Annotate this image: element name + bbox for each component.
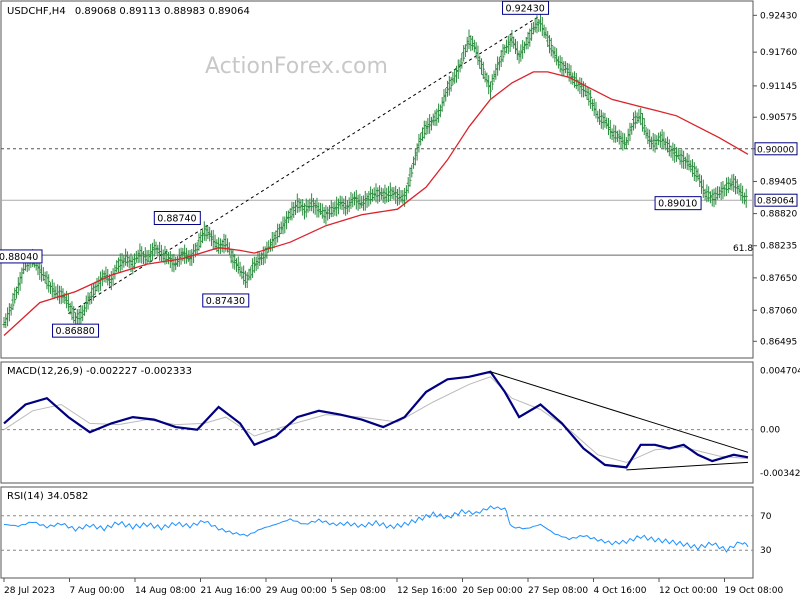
price-annotation-label: 0.92430 <box>506 3 545 14</box>
rsi-y-tick-label: 30 <box>760 546 772 556</box>
fib-label: 61.8 <box>733 244 753 254</box>
watermark: ActionForex.com <box>205 54 388 79</box>
price-annotation-label: 0.89010 <box>658 199 697 210</box>
x-tick-label: 19 Oct 08:00 <box>725 586 784 596</box>
rsi-panel-frame <box>0 486 754 579</box>
price-title: USDCHF,H4 0.89068 0.89113 0.88983 0.8906… <box>7 6 250 17</box>
macd-y-tick-label: -0.003429 <box>760 469 800 479</box>
moving-average-line <box>3 71 749 336</box>
x-tick-label: 4 Oct 16:00 <box>594 586 647 596</box>
macd-signal-line <box>3 376 749 463</box>
macd-trendline <box>490 371 749 453</box>
y-axis-highlight-label: 0.89064 <box>757 197 794 207</box>
x-tick-label: 21 Aug 16:00 <box>201 586 262 596</box>
price-annotation-label: 0.87430 <box>206 296 245 307</box>
x-tick-label: 7 Aug 00:00 <box>70 586 125 596</box>
price-annotation-box <box>0 249 43 264</box>
macd-trendline <box>626 461 749 471</box>
macd-line <box>3 370 749 469</box>
x-tick-label: 12 Sep 16:00 <box>397 586 457 596</box>
price-panel-frame <box>0 0 754 359</box>
price-title-symbol: USDCHF,H4 <box>7 6 66 17</box>
price-annotation-box <box>52 323 100 338</box>
macd-y-tick-label: 0.004704 <box>760 366 800 376</box>
price-y-tick-label: 0.89405 <box>760 177 797 187</box>
y-axis-highlight-box <box>754 193 798 207</box>
x-tick-label: 14 Aug 08:00 <box>135 586 196 596</box>
y-axis-highlight-label: 0.90000 <box>757 145 794 155</box>
price-annotation-box <box>502 0 550 15</box>
price-y-tick-label: 0.91145 <box>760 82 797 92</box>
y-axis-highlight-box <box>754 142 798 156</box>
rsi-line <box>3 505 749 553</box>
macd-title: MACD(12,26,9) -0.002227 -0.002333 <box>7 366 192 377</box>
macd-panel-frame <box>0 361 754 484</box>
x-tick-label: 28 Jul 2023 <box>4 586 55 596</box>
price-annotation-label: 0.86880 <box>56 326 95 337</box>
rsi-y-tick-label: 70 <box>760 512 772 522</box>
price-annotation-box <box>202 293 250 308</box>
price-y-tick-label: 0.91760 <box>760 48 797 58</box>
price-y-tick-label: 0.88235 <box>760 242 797 252</box>
x-tick-label: 27 Sep 08:00 <box>528 586 588 596</box>
price-annotation-label: 0.88040 <box>0 252 38 263</box>
price-annotation-box <box>654 196 702 211</box>
x-tick-label: 5 Sep 08:00 <box>332 586 387 596</box>
price-y-tick-label: 0.86495 <box>760 337 797 347</box>
price-annotation-label: 0.88740 <box>157 213 196 224</box>
price-y-tick-label: 0.87650 <box>760 274 797 284</box>
price-y-tick-label: 0.90575 <box>760 113 797 123</box>
rsi-title: RSI(14) 34.0582 <box>7 491 88 502</box>
x-tick-label: 29 Aug 00:00 <box>266 586 327 596</box>
price-y-tick-label: 0.87060 <box>760 306 797 316</box>
price-y-tick-label: 0.92430 <box>760 11 797 21</box>
price-y-tick-label: 0.88820 <box>760 210 797 220</box>
x-tick-label: 12 Oct 00:00 <box>659 586 718 596</box>
price-title-ohlc: 0.89068 0.89113 0.88983 0.89064 <box>75 6 250 17</box>
x-tick-label: 20 Sep 00:00 <box>463 586 523 596</box>
macd-y-tick-label: 0.00 <box>760 426 780 436</box>
price-annotation-box <box>153 210 201 225</box>
